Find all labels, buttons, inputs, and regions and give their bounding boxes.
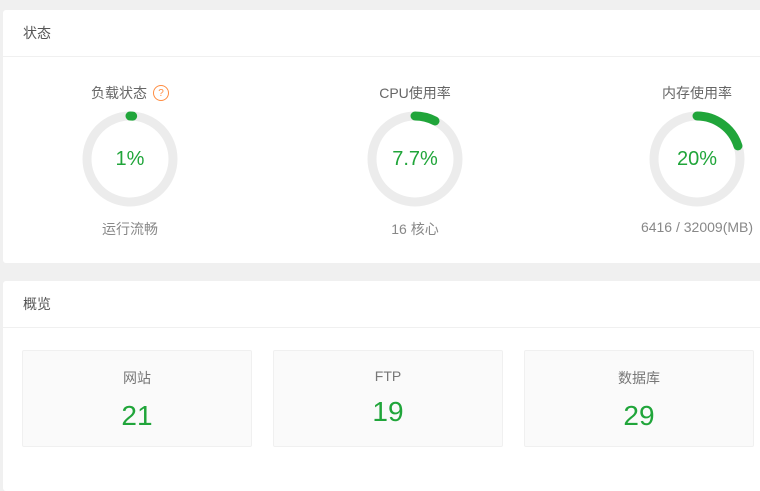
- ftp-card-label: FTP: [374, 368, 402, 384]
- memory-gauge-value: 20%: [676, 147, 718, 170]
- ftp-card-count: 19: [372, 396, 404, 427]
- ring-progress: [82, 111, 178, 207]
- overview-cards-row: 网站 21 FTP 19 数据库 29: [3, 328, 760, 447]
- cpu-gauge-subtext: 16 核心: [391, 221, 439, 237]
- websites-card-count: 21: [121, 400, 153, 431]
- memory-gauge-subtext: 6416 / 32009(MB): [640, 219, 754, 235]
- load-gauge: 负载状态 ? 1% 运行流畅: [35, 57, 225, 239]
- cpu-gauge-ring: 7.7%: [367, 111, 463, 207]
- ring-progress: [649, 111, 745, 207]
- load-gauge-label-row: 负载状态 ?: [35, 85, 225, 101]
- load-gauge-ring-svg: [82, 111, 178, 207]
- databases-card-label: 数据库: [618, 370, 660, 386]
- memory-gauge-label: 内存使用率: [662, 85, 732, 101]
- databases-card-count: 29: [623, 400, 655, 431]
- cpu-gauge-ring-svg: [367, 111, 463, 207]
- status-section-title: 状态: [23, 25, 51, 41]
- overview-section-title: 概览: [23, 296, 51, 312]
- memory-gauge-ring-svg: [649, 111, 745, 207]
- databases-card[interactable]: 数据库 29: [524, 350, 754, 447]
- load-gauge-subtext: 运行流畅: [102, 221, 158, 237]
- memory-gauge-label-row: 内存使用率: [602, 85, 760, 101]
- server-dashboard: { "colors": { "green": "#20a53a", "ring_…: [3, 10, 760, 491]
- cpu-gauge-value: 7.7%: [392, 147, 438, 170]
- load-gauge-label: 负载状态: [91, 85, 147, 101]
- cpu-gauge-label-row: CPU使用率: [320, 85, 510, 101]
- websites-card[interactable]: 网站 21: [22, 350, 252, 447]
- cpu-gauge: CPU使用率 7.7% 16 核心: [320, 57, 510, 239]
- gauges-area: 负载状态 ? 1% 运行流畅 CPU使用率 7.7%: [3, 57, 760, 262]
- status-panel: 状态 负载状态 ? 1% 运行流畅 CPU使用率: [3, 10, 760, 263]
- websites-card-label: 网站: [123, 370, 151, 386]
- memory-gauge: 内存使用率 20% 6416 / 32009(MB): [602, 57, 760, 235]
- memory-gauge-ring: 20%: [649, 111, 745, 207]
- ring-progress: [367, 111, 463, 207]
- help-icon[interactable]: ?: [153, 85, 169, 101]
- overview-panel-header: 概览: [3, 281, 760, 328]
- overview-panel: 概览 网站 21 FTP 19 数据库 29: [3, 281, 760, 491]
- ftp-card[interactable]: FTP 19: [273, 350, 503, 447]
- cpu-gauge-label: CPU使用率: [379, 85, 451, 101]
- load-gauge-ring: 1%: [82, 111, 178, 207]
- load-gauge-value: 1%: [115, 147, 145, 170]
- status-panel-header: 状态: [3, 10, 760, 57]
